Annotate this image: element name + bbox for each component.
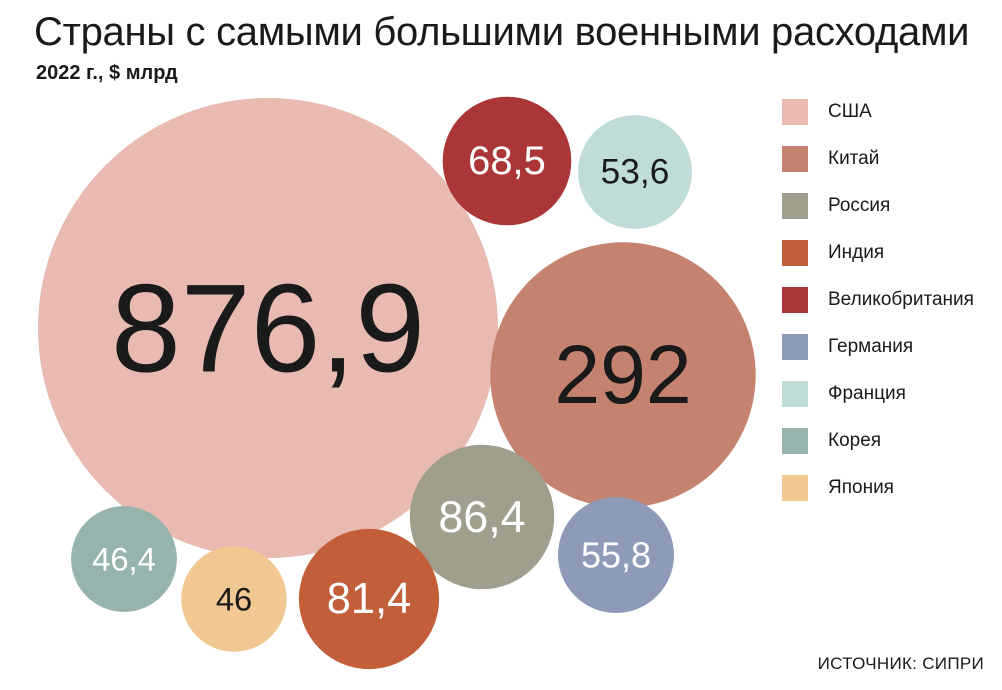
legend-label-2: Россия	[828, 194, 891, 216]
legend-swatch-5	[782, 333, 808, 360]
bubble-label-8: 46	[216, 581, 252, 618]
legend-item-3: Индия	[782, 229, 974, 276]
bubble-1	[490, 242, 756, 508]
bubble-7	[71, 506, 177, 612]
legend-label-6: Франция	[828, 382, 906, 404]
chart-legend: США Китай Россия Индия Великобритания Германи…	[782, 88, 974, 511]
bubble-label-2: 86,4	[438, 492, 525, 542]
bubble-label-5: 55,8	[581, 535, 651, 576]
legend-label-0: США	[828, 100, 872, 122]
legend-swatch-7	[782, 427, 808, 454]
legend-swatch-8	[782, 474, 808, 501]
legend-label-7: Корея	[828, 429, 882, 451]
bubble-label-4: 68,5	[468, 139, 546, 183]
legend-label-4: Великобритания	[828, 288, 974, 310]
bubble-label-1: 292	[554, 329, 691, 421]
chart-title: Страны с самыми большими военными расход…	[34, 10, 970, 54]
bubble-3	[298, 528, 440, 670]
legend-item-7: Корея	[782, 417, 974, 464]
bubble-label-7: 46,4	[92, 541, 156, 578]
legend-item-0: США	[782, 88, 974, 135]
legend-item-1: Китай	[782, 135, 974, 182]
bubble-2	[409, 444, 555, 590]
bubble-0	[38, 98, 498, 558]
chart-subtitle: 2022 г., $ млрд	[36, 62, 178, 84]
legend-item-2: Россия	[782, 182, 974, 229]
legend-swatch-1	[782, 145, 808, 172]
legend-swatch-3	[782, 239, 808, 266]
source-note: ИСТОЧНИК: СИПРИ	[817, 654, 984, 673]
bubble-label-3: 81,4	[327, 575, 411, 623]
bubble-4	[442, 96, 572, 226]
legend-swatch-2	[782, 192, 808, 219]
legend-label-1: Китай	[828, 147, 880, 169]
legend-item-8: Япония	[782, 464, 974, 511]
legend-item-5: Германия	[782, 323, 974, 370]
legend-item-4: Великобритания	[782, 276, 974, 323]
bubble-8	[181, 546, 287, 652]
legend-swatch-4	[782, 286, 808, 313]
bubble-5	[558, 497, 674, 613]
bubble-label-6: 53,6	[601, 153, 670, 192]
legend-item-6: Франция	[782, 370, 974, 417]
legend-label-8: Япония	[828, 476, 894, 498]
legend-label-5: Германия	[828, 335, 914, 357]
bubble-6	[578, 115, 692, 229]
bubble-label-0: 876,9	[111, 258, 425, 399]
legend-swatch-6	[782, 380, 808, 407]
legend-swatch-0	[782, 98, 808, 125]
legend-label-3: Индия	[828, 241, 885, 263]
